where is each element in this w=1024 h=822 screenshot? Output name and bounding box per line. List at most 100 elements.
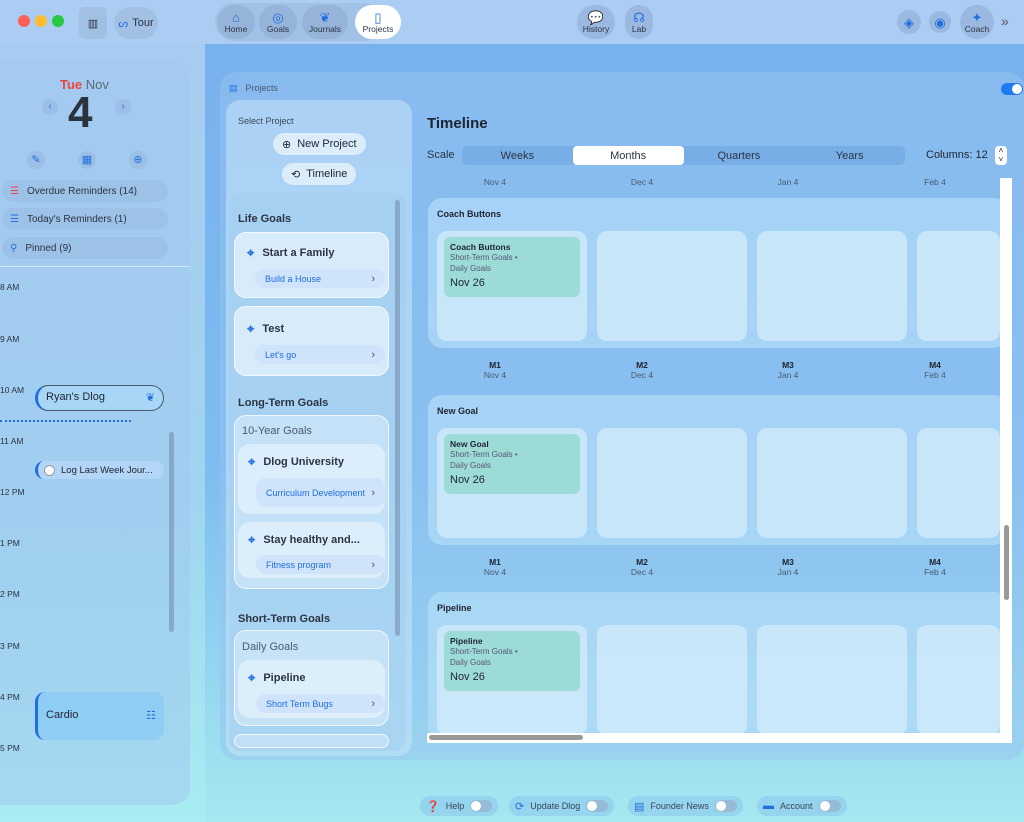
toggle-switch[interactable] [470, 800, 493, 812]
zoom-search-icon[interactable]: ⊕ [129, 151, 147, 169]
nav-home[interactable]: ⌂ Home [217, 5, 255, 39]
timeline-button[interactable]: ⟲ Timeline [282, 163, 357, 185]
checkbox[interactable] [44, 464, 55, 476]
toggle-switch[interactable] [818, 800, 841, 812]
goal-dlog-university[interactable]: ⌖ Dlog University Curriculum Development › [238, 444, 385, 514]
profile-button[interactable]: ◉ [929, 11, 951, 33]
new-project-button[interactable]: ⊕ New Project [273, 133, 366, 155]
next-day-button[interactable]: › [115, 99, 131, 115]
list-icon: ☷ [146, 710, 156, 722]
timeline-cell[interactable] [757, 231, 907, 341]
scale-months[interactable]: Months [572, 146, 684, 165]
pin-icon: ⚲ [10, 242, 18, 254]
founder-news-toggle[interactable]: ▤ Founder News [628, 796, 743, 816]
toggle-switch[interactable] [586, 800, 609, 812]
month-header: M3 Jan 4 [777, 360, 799, 380]
subgroup-label: Daily Goals [242, 641, 299, 653]
timeline-horizontal-scrollbar[interactable] [427, 733, 1012, 743]
palette-button[interactable]: ◈ [897, 10, 921, 34]
row-title: Coach Buttons [437, 209, 501, 219]
update-dlog-toggle[interactable]: ⟳ Update Dlog [509, 796, 615, 816]
zoom-window-button[interactable] [52, 15, 64, 27]
compose-icon[interactable]: ✎ [27, 151, 45, 169]
scale-quarters[interactable]: Quarters [717, 149, 761, 162]
timeline-cell[interactable] [917, 428, 1000, 538]
sidebar-toggle-button[interactable]: ▥ [79, 7, 107, 39]
nav-lab[interactable]: ☊ Lab [625, 5, 653, 39]
overdue-reminders[interactable]: ☰ Overdue Reminders (14) [2, 180, 168, 202]
month-header: M4 Feb 4 [924, 360, 946, 380]
subgroup-label: 10-Year Goals [242, 425, 312, 437]
projects-toggle[interactable] [1001, 83, 1023, 95]
month-header: Feb 4 [924, 177, 946, 187]
pinned[interactable]: ⚲ Pinned (9) [2, 237, 168, 259]
columns-stepper[interactable]: ˄ ˅ [995, 146, 1007, 165]
goal-start-a-family[interactable]: ⌖ Start a Family Build a House › [234, 232, 389, 298]
event-ryans-dlog[interactable]: Ryan's Dlog ❦ [35, 385, 164, 411]
tour-button[interactable]: ᔕ Tour [114, 7, 158, 39]
date-number: 4 [68, 88, 93, 137]
timeline-cell[interactable] [597, 428, 747, 538]
group-long-term-goals: Long-Term Goals [238, 397, 329, 409]
event-date: Nov 26 [450, 277, 485, 289]
sub-project[interactable]: Let's go › [255, 345, 385, 364]
close-window-button[interactable] [18, 15, 30, 27]
event-date: Nov 26 [450, 671, 485, 683]
target-icon: ◎ [272, 9, 284, 25]
scale-segmented-control[interactable]: Weeks Months Quarters Years [462, 146, 905, 165]
calendar-sidebar [0, 60, 190, 805]
sub-project[interactable]: Build a House › [255, 269, 385, 288]
event-title: New Goal [450, 439, 489, 449]
chevron-double-right-icon[interactable]: » [1001, 13, 1009, 29]
previous-day-button[interactable]: ‹ [42, 99, 58, 115]
list-icon: ☰ [10, 213, 19, 225]
calendar-icon[interactable]: ▦ [78, 151, 96, 169]
timeline-cell[interactable] [917, 231, 1000, 341]
chevron-right-icon: › [371, 486, 375, 499]
timeline-event-card[interactable]: New Goal Short-Term Goals • Daily Goals … [444, 434, 580, 494]
nav-history[interactable]: 💬 History [577, 5, 615, 39]
event-log-last-week[interactable]: Log Last Week Jour... [35, 461, 164, 479]
toggle-switch[interactable] [714, 800, 737, 812]
goal-stay-healthy[interactable]: ⌖ Stay healthy and... Fitness program › [238, 522, 385, 578]
sparkle-icon: ✦ [971, 9, 983, 25]
sub-project[interactable]: Curriculum Development › [256, 478, 385, 507]
help-toggle[interactable]: ❓ Help [420, 796, 499, 816]
event-cardio[interactable]: Cardio ☷ [35, 692, 164, 740]
goal-list-scrollbar[interactable] [395, 200, 400, 636]
scale-weeks[interactable]: Weeks [500, 149, 535, 162]
timeline-event-card[interactable]: Coach Buttons Short-Term Goals • Daily G… [444, 237, 580, 297]
timeline-cell[interactable] [597, 231, 747, 341]
nav-journals[interactable]: ❦ Journals [302, 5, 348, 39]
todays-reminders[interactable]: ☰ Today's Reminders (1) [2, 208, 168, 230]
event-date: Nov 26 [450, 474, 485, 486]
nav-goals[interactable]: ◎ Goals [259, 5, 297, 39]
nav-projects[interactable]: ▯ Projects [355, 5, 401, 39]
minimize-window-button[interactable] [35, 15, 47, 27]
month-header: M2 Dec 4 [630, 557, 654, 577]
account-toggle[interactable]: ▬ Account [757, 796, 847, 816]
sidebar-icon: ▥ [87, 17, 99, 30]
coach-button[interactable]: ✦ Coach [960, 5, 994, 39]
sub-project[interactable]: Fitness program › [256, 555, 385, 574]
month-header: Nov 4 [483, 177, 507, 187]
scale-years[interactable]: Years [835, 149, 864, 162]
timeline-cell[interactable] [917, 625, 1000, 735]
hour-label: 5 PM [0, 743, 20, 753]
current-time-line [0, 420, 131, 422]
timeline-cell[interactable] [757, 625, 907, 735]
month-header: M4 Feb 4 [924, 557, 946, 577]
divider [0, 266, 190, 267]
goal-test[interactable]: ⌖ Test Let's go › [234, 306, 389, 376]
sub-project[interactable]: Short Term Bugs › [256, 694, 385, 713]
timeline-vertical-scrollbar[interactable] [1000, 178, 1012, 735]
timeline-cell[interactable] [757, 428, 907, 538]
month-header: Jan 4 [777, 177, 799, 187]
crosshair-icon: ⌖ [248, 670, 256, 685]
leaf-icon: ❦ [319, 9, 331, 25]
timeline-cell[interactable] [597, 625, 747, 735]
goal-pipeline[interactable]: ⌖ Pipeline Short Term Bugs › [238, 660, 385, 718]
calendar-scrollbar[interactable] [169, 432, 174, 632]
brain-icon: ☊ [633, 9, 645, 25]
timeline-event-card[interactable]: Pipeline Short-Term Goals • Daily Goals … [444, 631, 580, 691]
